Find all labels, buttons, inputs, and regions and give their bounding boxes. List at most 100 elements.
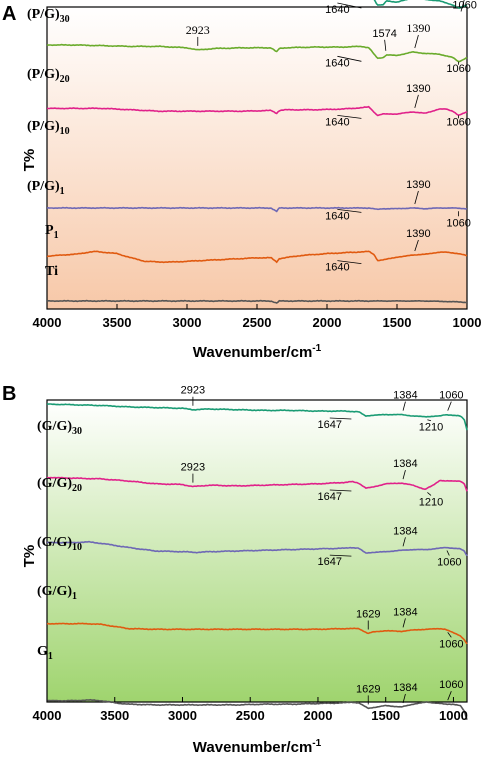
series-label: (G/G)1 (37, 584, 77, 602)
peak-annotation: 1629 (356, 609, 380, 621)
series-line (46, 105, 468, 117)
series-label-name: (P/G) (27, 119, 60, 134)
annotation-arrow (329, 417, 352, 420)
annotation-arrow (329, 554, 352, 557)
panel-b: B (G/G)30(G/G)20(G/G)10(G/G)1G1 2923 1384… (2, 383, 468, 756)
series-line (46, 403, 468, 431)
series-line (46, 698, 468, 720)
series-label: (P/G)20 (27, 67, 70, 85)
peak-annotation: 1390 (406, 179, 430, 191)
annotation-arrow (402, 469, 406, 480)
peak-annotation: 1384 (393, 458, 417, 470)
annotation-arrow (402, 618, 406, 628)
annotation-arrow (427, 419, 432, 422)
panel-b-x-axis-label-sup: -1 (312, 738, 321, 749)
panel-b-annotations: 2923 1384 1060 1647 1210 2923 1384 1647 1210 1384… (181, 385, 464, 705)
panel-a-annotations: 2923157413901640106029231574139016401060… (186, 0, 477, 274)
series-label: P1 (45, 223, 59, 241)
peak-annotation: 1647 (318, 491, 342, 503)
annotation-arrow (447, 691, 452, 701)
annotation-arrow (414, 94, 419, 109)
peak-annotation: 2923 (181, 462, 205, 474)
series-line (46, 476, 468, 492)
peak-annotation: 1574 (372, 28, 396, 40)
x-tick-label: 3000 (173, 315, 202, 330)
series-label-sub: 30 (72, 426, 82, 437)
panel-b-x-ticks: 4000 3500 3000 2500 2000 1500 1000 (33, 697, 468, 723)
x-tick-label: 1000 (453, 315, 482, 330)
series-label-sub: 10 (60, 126, 70, 137)
x-tick-label: 4000 (33, 708, 62, 723)
peak-annotation: 1060 (439, 679, 463, 691)
peak-annotation: 1060 (437, 557, 461, 569)
x-tick-label: 3500 (100, 708, 129, 723)
peak-annotation: 1210 (419, 496, 443, 508)
series-line (46, 43, 468, 63)
series-label-name: (G/G) (37, 584, 72, 599)
series-label-sub: 1 (48, 651, 53, 662)
annotation-arrow (402, 693, 406, 704)
series-label-name: (P/G) (27, 179, 60, 194)
peak-annotation: 1060 (452, 0, 476, 12)
panel-a-y-axis-label: T% (21, 149, 38, 172)
annotation-arrow (447, 632, 452, 638)
peak-annotation: 1060 (446, 63, 470, 75)
series-label: (P/G)10 (27, 119, 70, 137)
series-label-name: (P/G) (27, 7, 60, 22)
x-tick-label: 3500 (103, 315, 132, 330)
series-label: G1 (37, 644, 53, 662)
peak-annotation: 2923 (186, 23, 210, 37)
annotation-arrow (414, 34, 419, 49)
annotation-arrow (337, 209, 362, 213)
series-label-sub: 1 (54, 230, 59, 241)
series-label-sub: 10 (72, 542, 82, 553)
annotation-arrow (460, 0, 465, 12)
peak-annotation: 1384 (393, 682, 417, 694)
peak-annotation: 1640 (325, 210, 349, 222)
annotation-arrow (384, 39, 387, 51)
panel-a-x-axis-label-sup: -1 (312, 343, 321, 354)
annotation-arrow (414, 190, 419, 205)
peak-annotation: 1640 (325, 57, 349, 69)
panel-b-x-axis-label-text: Wavenumber/cm (193, 739, 312, 756)
annotation-arrow (402, 401, 406, 411)
peak-annotation: 1060 (446, 217, 470, 229)
series-line (46, 540, 468, 557)
series-label: (G/G)30 (37, 419, 82, 437)
panel-b-letter: B (2, 383, 16, 405)
series-line (46, 250, 468, 264)
x-tick-label: 2000 (304, 708, 333, 723)
peak-annotation: 1390 (406, 228, 430, 240)
peak-annotation: 1210 (419, 422, 443, 434)
series-label-sub: 1 (72, 591, 77, 602)
peak-annotation: 1647 (318, 556, 342, 568)
panel-b-x-axis-label: Wavenumber/cm-1 (193, 738, 322, 756)
annotation-arrow (446, 550, 450, 556)
series-label-name: (P/G) (27, 67, 60, 82)
annotation-arrow (329, 489, 352, 492)
series-line (46, 622, 468, 645)
series-label-sub: 20 (72, 483, 82, 494)
x-tick-label: 4000 (33, 315, 62, 330)
x-tick-label: 1500 (371, 708, 400, 723)
annotation-arrow (402, 537, 406, 547)
x-tick-label: 1500 (383, 315, 412, 330)
x-tick-label: 2000 (313, 315, 342, 330)
peak-annotation: 1384 (393, 390, 417, 402)
panel-b-y-axis-label: T% (21, 545, 38, 568)
peak-annotation: 1629 (356, 683, 380, 695)
peak-annotation: 1060 (439, 390, 463, 402)
x-tick-label: 2500 (243, 315, 272, 330)
annotation-arrow (337, 2, 362, 9)
peak-annotation: 1390 (406, 21, 430, 35)
series-label-name: (G/G) (37, 419, 72, 434)
series-label: (P/G)30 (27, 7, 70, 25)
series-label-name: P (45, 223, 54, 238)
annotation-arrow (337, 55, 362, 62)
series-line (373, 0, 468, 10)
peak-annotation: 1060 (439, 638, 463, 650)
series-label-name: (G/G) (37, 535, 72, 550)
x-tick-label: 2500 (236, 708, 265, 723)
series-label-name: G (37, 644, 48, 659)
